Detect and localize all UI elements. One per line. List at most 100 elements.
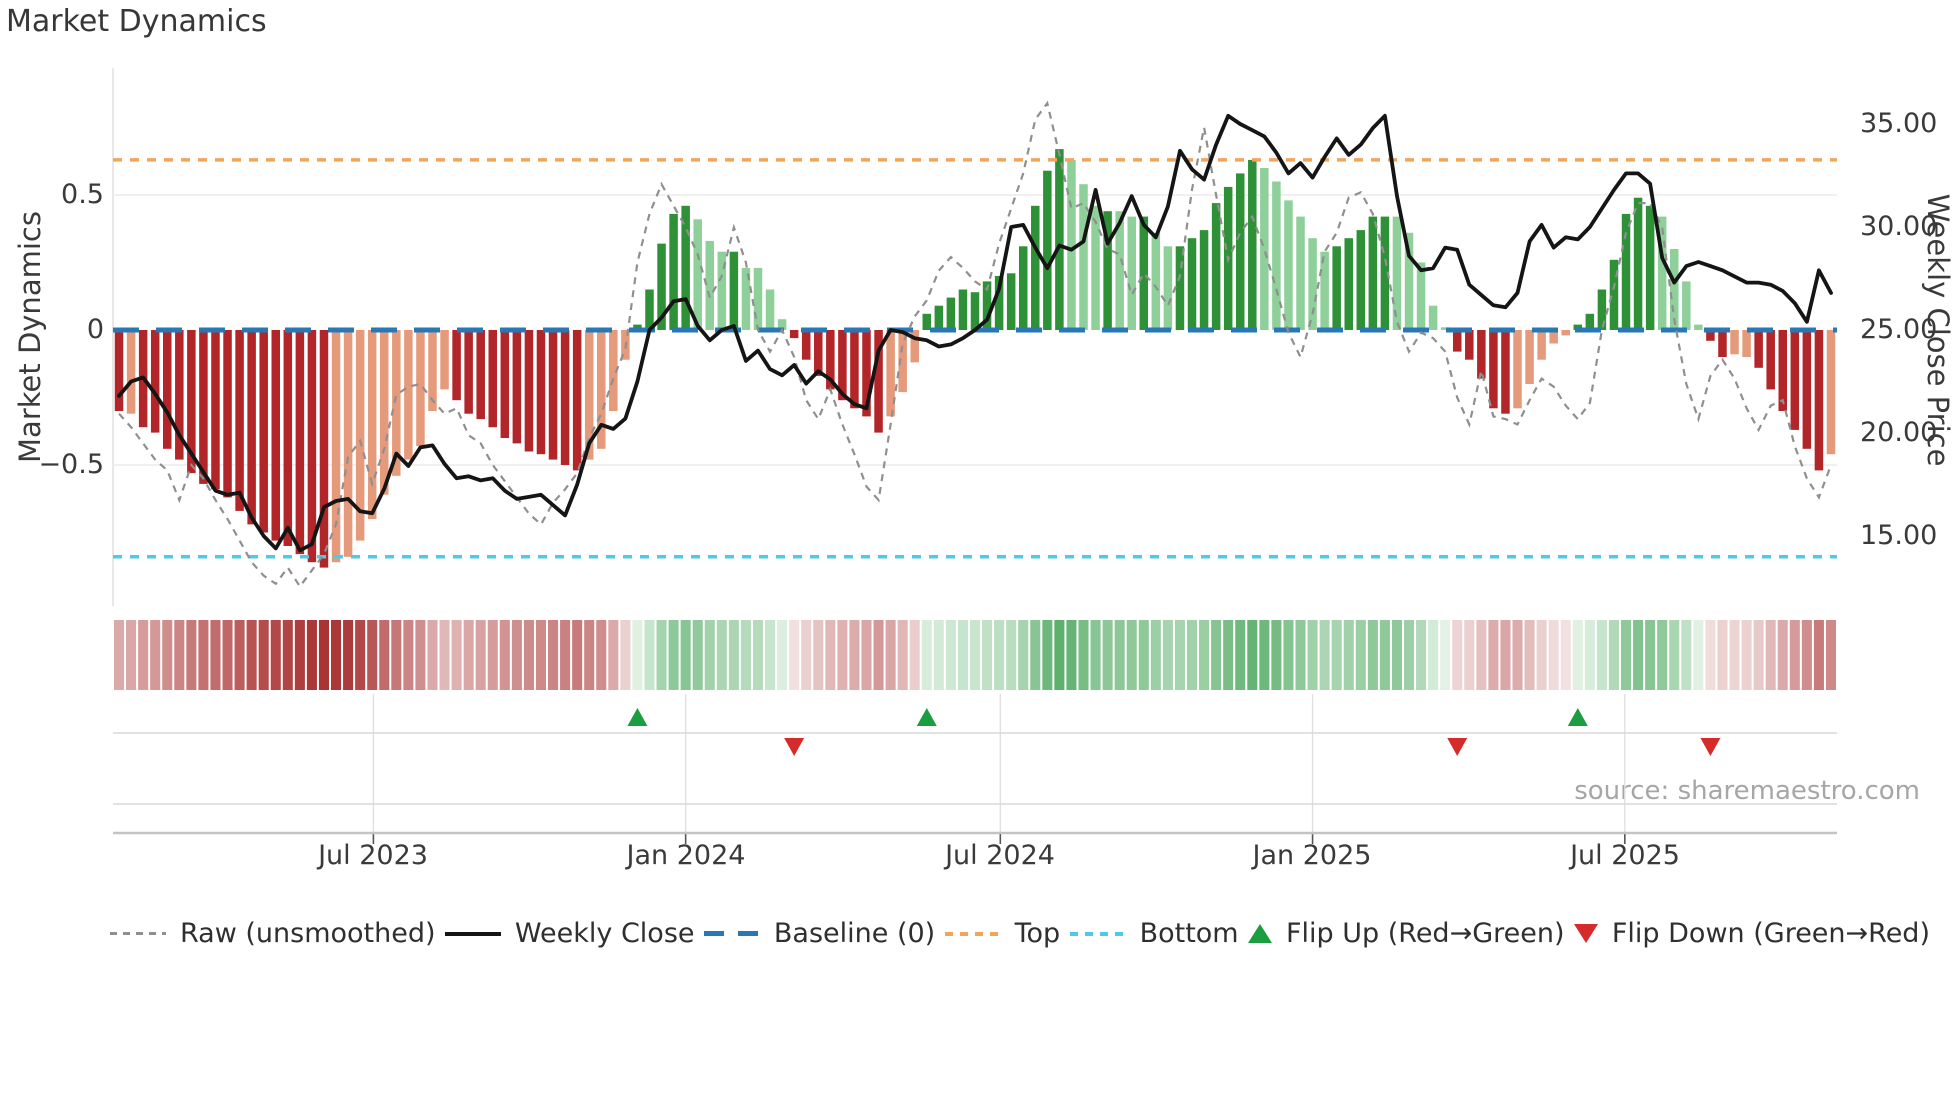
- oscillator-bar: [331, 330, 341, 563]
- flip-up-markers: [627, 708, 1588, 726]
- heatmap-cell: [632, 620, 643, 690]
- oscillator-bar: [1127, 216, 1136, 330]
- oscillator-bar: [741, 267, 751, 330]
- oscillator-bar: [1597, 289, 1607, 330]
- heatmap-cell: [1235, 620, 1246, 690]
- heatmap-cell: [294, 620, 305, 690]
- heatmap-cell: [1500, 620, 1511, 690]
- heatmap-cell: [1114, 620, 1125, 690]
- oscillator-bar: [1669, 249, 1679, 330]
- oscillator-bar: [584, 330, 594, 460]
- heatmap-cell: [1705, 620, 1716, 690]
- legend-item-top: Top: [944, 918, 1060, 949]
- heatmap-cell: [560, 620, 571, 690]
- heatmap-cell: [1428, 620, 1439, 690]
- weekly-close-line: [117, 113, 1833, 553]
- heatmap-cell: [656, 620, 667, 690]
- oscillator-bar: [1260, 168, 1269, 330]
- oscillator-bar: [283, 330, 293, 546]
- heatmap-cell: [1416, 620, 1427, 690]
- heatmap-cell: [451, 620, 462, 690]
- flip-down-marker-icon: [1700, 738, 1721, 756]
- oscillator-bar: [1018, 246, 1028, 330]
- oscillator-bar: [994, 276, 1004, 330]
- oscillator-bar: [1115, 211, 1124, 330]
- oscillator-bar: [524, 330, 534, 452]
- heatmap-cell: [1452, 620, 1463, 690]
- heatmap-cell: [1464, 620, 1475, 690]
- heatmap-cell: [1186, 620, 1198, 690]
- oscillator-bar: [1043, 170, 1052, 330]
- heatmap-cell: [1608, 620, 1619, 690]
- oscillator-bar: [1187, 238, 1197, 330]
- oscillator-bar: [898, 330, 907, 393]
- heatmap-cell: [873, 620, 884, 690]
- oscillator-bar: [801, 330, 811, 360]
- heatmap-cell: [1825, 620, 1836, 690]
- right-tick-20: 20.00: [1860, 417, 1938, 448]
- oscillator-bar: [1814, 330, 1824, 471]
- oscillator-bar: [850, 330, 859, 409]
- oscillator-bar: [1380, 216, 1390, 330]
- oscillator-bar: [1235, 173, 1245, 330]
- weekly-close-group: [117, 113, 1833, 553]
- heatmap-cell: [222, 620, 233, 690]
- heatmap-cell: [1391, 620, 1402, 690]
- x-tick-jul-2025: Jul 2025: [1570, 840, 1680, 871]
- oscillator-bar: [645, 289, 654, 330]
- oscillator-bar: [1718, 330, 1727, 357]
- oscillator-bar: [1440, 327, 1450, 330]
- oscillator-bar: [826, 330, 835, 390]
- heatmap-cell: [1090, 620, 1101, 690]
- heatmap-cell: [716, 620, 727, 690]
- heatmap-cell: [644, 620, 655, 690]
- heatmap-cell: [1681, 620, 1692, 690]
- heatmap-cell: [318, 620, 330, 690]
- oscillator-bar: [428, 330, 437, 411]
- oscillator-bar: [1525, 330, 1534, 384]
- oscillator-bar: [777, 319, 787, 330]
- oscillator-bar: [705, 240, 715, 330]
- oscillator-bar: [910, 330, 919, 363]
- heatmap-cell: [1018, 620, 1029, 690]
- oscillator-bar: [1633, 197, 1643, 330]
- legend-item-flip-up: Flip Up (Red→Green): [1248, 918, 1565, 949]
- heatmap-cell: [1006, 620, 1017, 690]
- oscillator-bar: [1766, 330, 1775, 390]
- oscillator-bar: [1163, 246, 1173, 330]
- heatmap-cell: [499, 620, 510, 690]
- heatmap-cell: [535, 620, 547, 690]
- heatmap-cell: [162, 620, 173, 690]
- right-tick-25: 25.00: [1860, 314, 1938, 345]
- heatmap-cell: [1560, 620, 1571, 690]
- heatmap-cell: [921, 620, 932, 690]
- oscillator-bar: [343, 330, 353, 557]
- heatmap-cell: [355, 620, 366, 690]
- close-line-swatch-icon: [444, 931, 501, 936]
- oscillator-bar: [1573, 324, 1583, 330]
- legend-label: Weekly Close: [514, 918, 695, 949]
- oscillator-bar: [1537, 330, 1546, 360]
- oscillator-bar: [886, 330, 895, 417]
- heatmap-cell: [945, 620, 956, 690]
- raw-line-swatch-icon: [110, 932, 166, 935]
- heatmap-cell: [692, 620, 703, 690]
- oscillator-bar: [247, 330, 256, 525]
- heatmap-cell: [1078, 620, 1089, 690]
- heatmap-cell: [1319, 620, 1330, 690]
- heatmap-cell: [210, 620, 221, 690]
- oscillator-bar: [114, 330, 124, 411]
- oscillator-bar: [1477, 330, 1486, 379]
- source-attribution: source: sharemaestro.com: [1574, 776, 1920, 806]
- heatmap-cell: [1548, 620, 1559, 690]
- heatmap-cell: [1717, 620, 1728, 690]
- heatmap-cell: [1355, 620, 1366, 690]
- heatmap-cell: [1440, 620, 1451, 690]
- legend-label: Baseline (0): [773, 918, 936, 949]
- oscillator-bar: [1272, 181, 1281, 330]
- legend-item-baseline: Baseline (0): [703, 918, 936, 949]
- oscillator-bar: [126, 330, 136, 414]
- heatmap-cell: [1054, 620, 1065, 690]
- heatmap-cell: [1524, 620, 1535, 690]
- oscillator-bar: [1091, 205, 1100, 330]
